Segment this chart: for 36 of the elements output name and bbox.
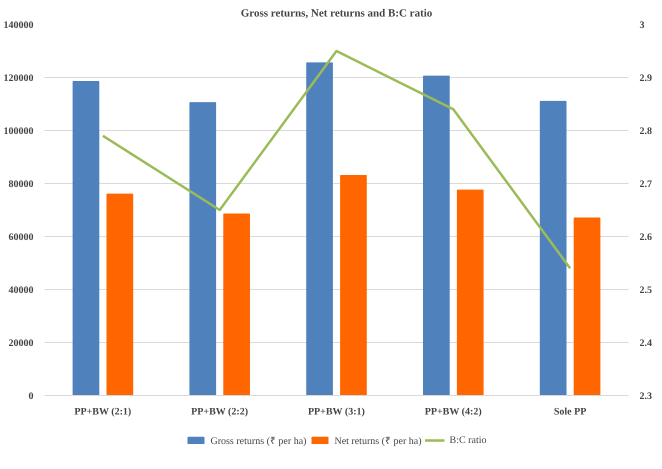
y-tick-label: 60000 xyxy=(8,232,34,243)
x-tick-label: PP+BW (4:2) xyxy=(424,406,482,418)
line-series xyxy=(102,50,572,270)
y-tick-label: 100000 xyxy=(4,126,34,137)
y-tick-label: 140000 xyxy=(4,20,34,31)
y2-tick-label: 2.5 xyxy=(640,285,652,296)
y2-tick-label: 2.7 xyxy=(640,179,652,190)
bar xyxy=(574,217,600,396)
legend-label: Net returns (₹ per ha) xyxy=(334,435,422,447)
bar xyxy=(189,102,216,396)
x-tick-label: PP+BW (2:1) xyxy=(74,406,132,418)
legend-label: Gross returns (₹ per ha) xyxy=(210,435,306,447)
bar xyxy=(423,76,450,396)
bar xyxy=(540,100,567,396)
bar xyxy=(456,190,484,396)
y2-tick-label: 2.4 xyxy=(640,338,652,349)
y2-tick-label: 2.9 xyxy=(640,73,652,84)
bar xyxy=(340,175,367,396)
y-tick-label: 0 xyxy=(28,391,34,402)
y-tick-label: 80000 xyxy=(8,179,34,190)
y2-tick-label: 2.3 xyxy=(640,391,652,402)
legend-label: B:C ratio xyxy=(450,434,487,446)
bar xyxy=(223,213,250,396)
y2-tick-label: 2.6 xyxy=(640,232,652,243)
x-tick-label: PP+BW (2:2) xyxy=(191,406,248,418)
bar xyxy=(72,80,100,396)
x-tick-label: Sole PP xyxy=(554,406,586,418)
chart-title: Gross returns, Net returns and B:C ratio xyxy=(240,8,433,20)
bar xyxy=(106,194,134,396)
x-tick-label: PP+BW (3:1) xyxy=(308,406,365,418)
y2-tick-label: 2.8 xyxy=(640,126,652,137)
bar xyxy=(306,62,333,396)
y-tick-label: 40000 xyxy=(8,285,34,296)
y2-tick-label: 3 xyxy=(640,20,644,31)
y-tick-label: 120000 xyxy=(4,73,34,84)
y-tick-label: 20000 xyxy=(8,338,34,349)
